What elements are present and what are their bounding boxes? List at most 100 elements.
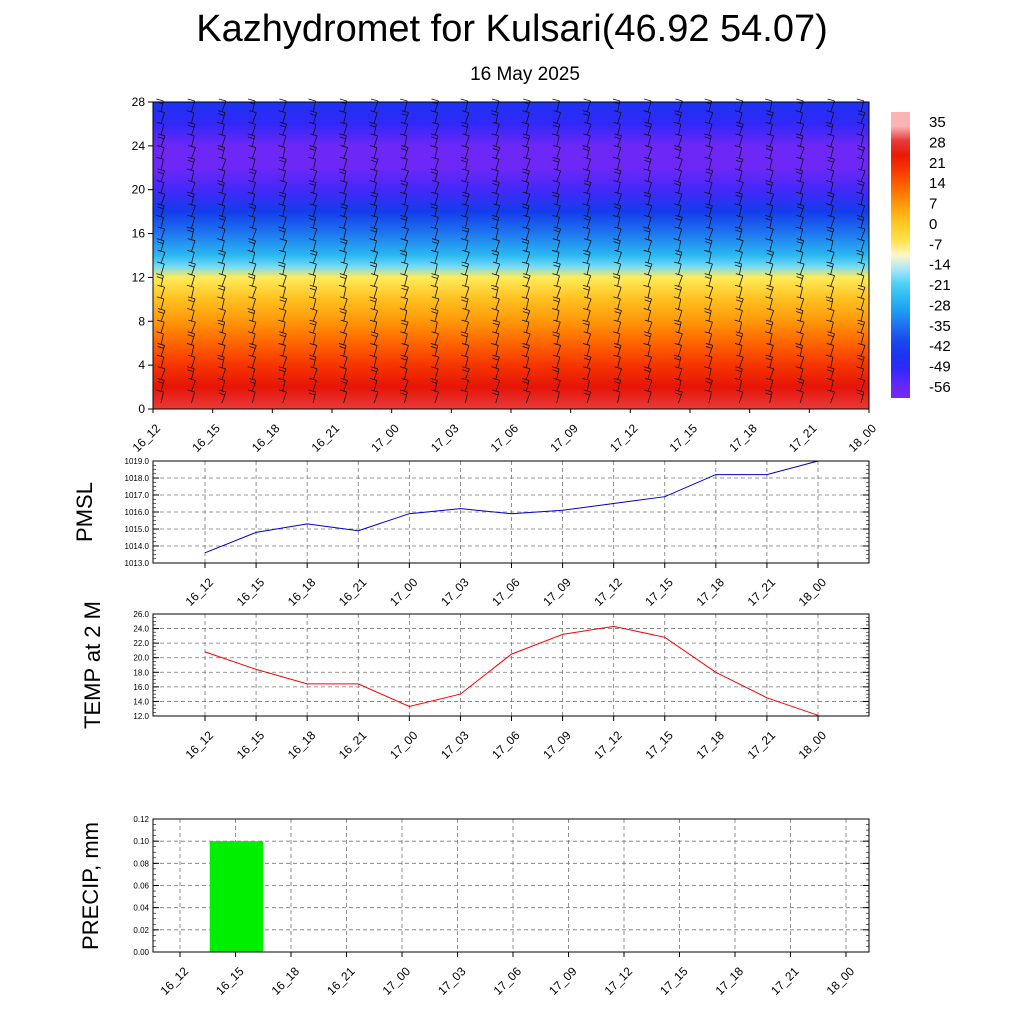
x-tick-label: 17_21: [768, 964, 802, 998]
wind-barb: [248, 319, 257, 334]
wind-barb: [765, 319, 774, 334]
wind-barb: [644, 261, 653, 276]
colorbar-label: 35: [929, 114, 946, 131]
wind-barb: [156, 296, 165, 310]
wind-barb: [218, 273, 227, 287]
wind-barb: [461, 238, 469, 252]
cross-section-field: [153, 102, 869, 409]
y-tick-label: 0.04: [133, 904, 149, 913]
precip-bar: [209, 841, 264, 952]
wind-barb: [674, 168, 682, 182]
colorbar-strip: [891, 112, 910, 398]
wind-barb: [461, 226, 470, 241]
wind-barb: [462, 308, 470, 322]
wind-barb: [827, 98, 835, 113]
wind-barb: [370, 273, 379, 287]
wind-barb: [370, 366, 379, 380]
wind-barb: [553, 203, 561, 217]
wind-barb: [370, 226, 378, 241]
wind-barb: [583, 331, 592, 345]
wind-barb: [614, 191, 622, 206]
colorbar-labels: 35 28 21 14 7 0 -7 -14 -21 -28 -35 -42 -49 -56: [929, 114, 951, 396]
wind-barb: [613, 203, 622, 217]
y-tick-label: 28: [132, 95, 146, 109]
colorbar-label: 7: [929, 196, 937, 213]
wind-barb: [369, 180, 377, 194]
wind-barb: [583, 296, 592, 311]
wind-barb: [827, 389, 835, 404]
wind-barb: [461, 354, 469, 369]
wind-barb: [736, 121, 744, 136]
wind-barb: [674, 343, 682, 357]
wind-barb: [765, 296, 773, 310]
wind-barb: [188, 261, 196, 276]
wind-barb: [857, 284, 866, 299]
wind-barb: [705, 226, 714, 241]
wind-barb: [857, 296, 865, 310]
wind-barb: [582, 343, 591, 357]
wind-barb: [704, 238, 713, 252]
wind-barb: [553, 319, 561, 334]
wind-barb: [552, 98, 560, 113]
wind-barb: [491, 284, 499, 299]
wind-barb: [400, 203, 409, 217]
wind-barb: [675, 215, 683, 229]
wind-barb: [766, 110, 774, 124]
x-tick-label: 18_00: [796, 575, 830, 609]
wind-barb: [765, 238, 773, 252]
wind-barb: [461, 319, 469, 334]
wind-barb: [614, 366, 622, 380]
wind-barb: [612, 331, 621, 345]
wind-barb: [582, 284, 591, 299]
wind-barb: [157, 191, 166, 206]
wind-barb: [370, 133, 379, 148]
wind-barb: [856, 366, 864, 380]
x-tick-label: 17_15: [667, 421, 701, 455]
wind-barb: [369, 261, 378, 276]
wind-barb: [583, 273, 592, 287]
chart-title: Kazhydromet for Kulsari(46.92 54.07): [196, 8, 828, 50]
wind-barb: [827, 156, 835, 171]
wind-barb: [370, 284, 378, 299]
wind-barb: [340, 296, 348, 311]
wind-barb: [765, 203, 774, 217]
wind-barb: [583, 308, 591, 322]
wind-barb: [249, 110, 257, 124]
x-tick-label: 17_15: [642, 575, 676, 609]
wind-barb: [796, 156, 804, 171]
wind-barb: [644, 296, 652, 311]
wind-barb: [826, 319, 834, 334]
wind-barb: [369, 238, 377, 252]
wind-barb: [521, 238, 530, 252]
wind-barb: [675, 273, 683, 287]
wind-barb: [218, 133, 226, 148]
wind-barb: [460, 389, 469, 404]
wind-barb: [460, 273, 469, 287]
wind-barb: [644, 377, 653, 392]
wind-barb: [553, 168, 562, 182]
wind-barb: [674, 308, 683, 322]
wind-barb: [857, 180, 865, 194]
wind-barb: [247, 308, 256, 322]
wind-barb: [431, 180, 440, 194]
wind-barb: [309, 261, 317, 276]
wind-barb: [217, 261, 226, 276]
x-tick-label: 17_18: [693, 575, 727, 609]
wind-barb: [827, 191, 835, 206]
wind-barb: [492, 180, 500, 194]
wind-barb: [492, 319, 501, 334]
wind-barb: [491, 331, 500, 345]
x-tick-label: 17_12: [602, 964, 636, 998]
wind-barb: [279, 98, 287, 113]
wind-barb: [217, 110, 226, 124]
wind-barb: [370, 98, 379, 113]
wind-barb: [827, 366, 835, 380]
wind-barb: [461, 377, 469, 392]
wind-barb: [309, 110, 318, 124]
wind-barb: [612, 156, 621, 171]
wind-barb: [431, 366, 439, 380]
wind-barb: [765, 261, 774, 276]
wind-barb: [187, 180, 196, 194]
wind-barb: [644, 98, 652, 113]
wind-barb: [583, 121, 592, 136]
